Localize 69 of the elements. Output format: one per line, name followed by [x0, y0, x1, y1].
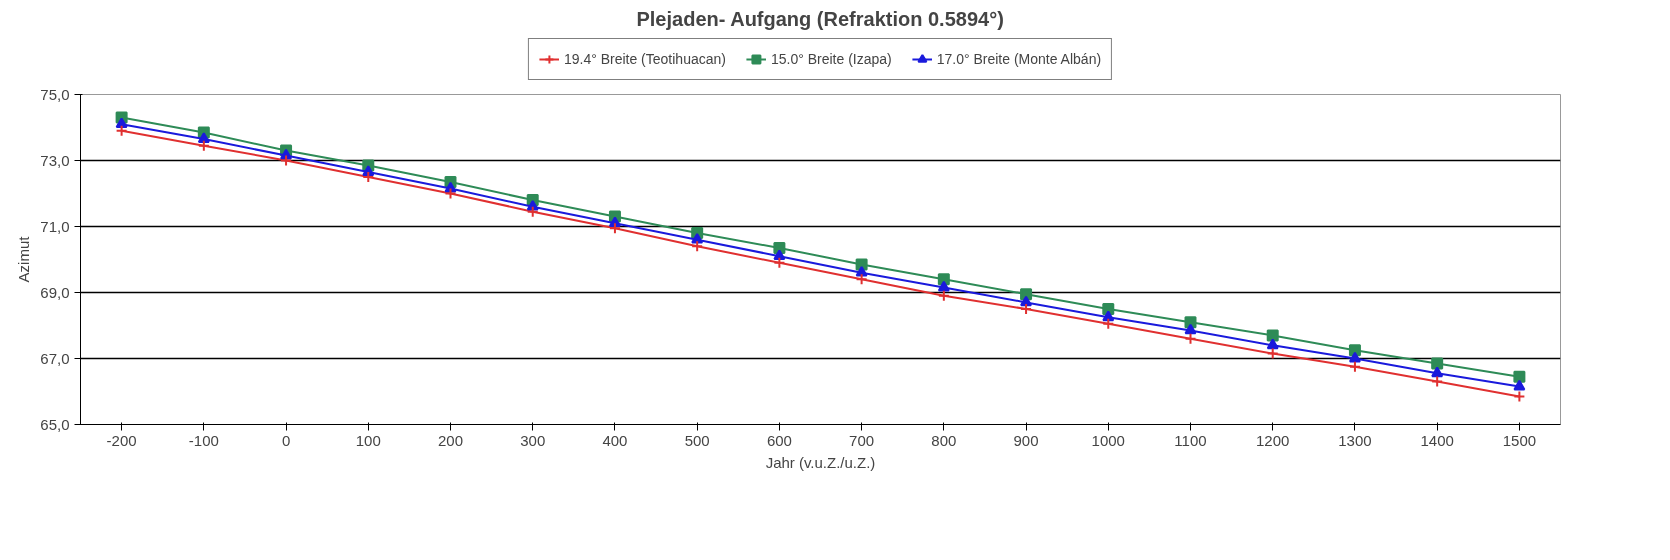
point: [1266, 338, 1279, 350]
point: [526, 205, 539, 218]
y-tick-label: 67,0: [40, 349, 70, 367]
legend-label: 15.0° Breite (Izapa): [770, 51, 892, 67]
point: [855, 258, 868, 271]
y-tick-label: 69,0: [40, 283, 70, 301]
point: [1020, 295, 1033, 307]
point: [1102, 310, 1115, 322]
y-tick-label: 65,0: [40, 415, 70, 433]
point: [773, 256, 786, 269]
point: [280, 154, 293, 167]
x-tick-label: -100: [188, 431, 219, 449]
legend-label: 19.4° Breite (Teotihuacan): [563, 51, 726, 67]
point: [1102, 317, 1115, 330]
point: [444, 187, 457, 200]
point: [197, 139, 210, 152]
point: [1020, 288, 1033, 301]
point: [362, 171, 375, 183]
point: [1431, 375, 1444, 388]
x-tick-label: 800: [931, 431, 957, 449]
point: [1020, 303, 1033, 315]
point: [937, 280, 950, 292]
point: [1513, 390, 1526, 403]
point: [1184, 323, 1197, 335]
x-tick-label: 900: [1013, 431, 1039, 449]
y-tick-label: 73,0: [40, 151, 70, 169]
point: [1266, 347, 1279, 360]
point: [1431, 366, 1444, 378]
x-tick-label: 0: [281, 431, 291, 449]
point: [855, 265, 868, 277]
x-tick-label: 1000: [1091, 431, 1125, 449]
point: [1266, 329, 1279, 342]
point: [1102, 303, 1115, 315]
point: [937, 273, 950, 286]
point: [1348, 344, 1361, 357]
point: [1184, 332, 1197, 345]
y-axis-title: Azimut: [15, 235, 33, 283]
point: [1348, 360, 1361, 373]
x-tick-label: 600: [766, 431, 792, 449]
point: [115, 124, 128, 137]
legend-label: 17.0° Breite (Monte Albán): [936, 51, 1102, 67]
x-tick-label: 100: [355, 431, 381, 449]
point: [115, 117, 128, 129]
point: [1431, 357, 1444, 370]
x-tick-label: 700: [849, 431, 875, 449]
x-tick-label: 1400: [1420, 431, 1454, 449]
y-tick-label: 71,0: [40, 217, 70, 235]
point: [937, 289, 950, 302]
point: [773, 249, 786, 261]
point: [691, 240, 704, 253]
y-tick-label: 75,0: [40, 85, 70, 103]
point: [1513, 370, 1526, 383]
x-tick-label: 300: [520, 431, 546, 449]
x-tick-label: 1300: [1338, 431, 1372, 449]
x-tick-label: 1100: [1174, 431, 1207, 449]
x-axis-title: Jahr (v.u.Z./u.Z.): [765, 453, 876, 471]
x-tick-label: 1500: [1502, 431, 1537, 449]
point: [197, 132, 210, 143]
point: [1513, 379, 1526, 391]
x-tick-label: 1200: [1256, 431, 1290, 449]
point: [1348, 351, 1361, 363]
point: [855, 273, 868, 286]
point: [691, 232, 704, 244]
x-tick-label: -200: [106, 431, 137, 449]
point: [608, 222, 621, 235]
x-tick-label: 400: [602, 431, 628, 449]
x-tick-label: 200: [437, 431, 464, 449]
x-tick-label: 500: [684, 431, 710, 449]
chart-title: Plejaden- Aufgang (Refraktion 0.5894°): [636, 7, 1004, 30]
